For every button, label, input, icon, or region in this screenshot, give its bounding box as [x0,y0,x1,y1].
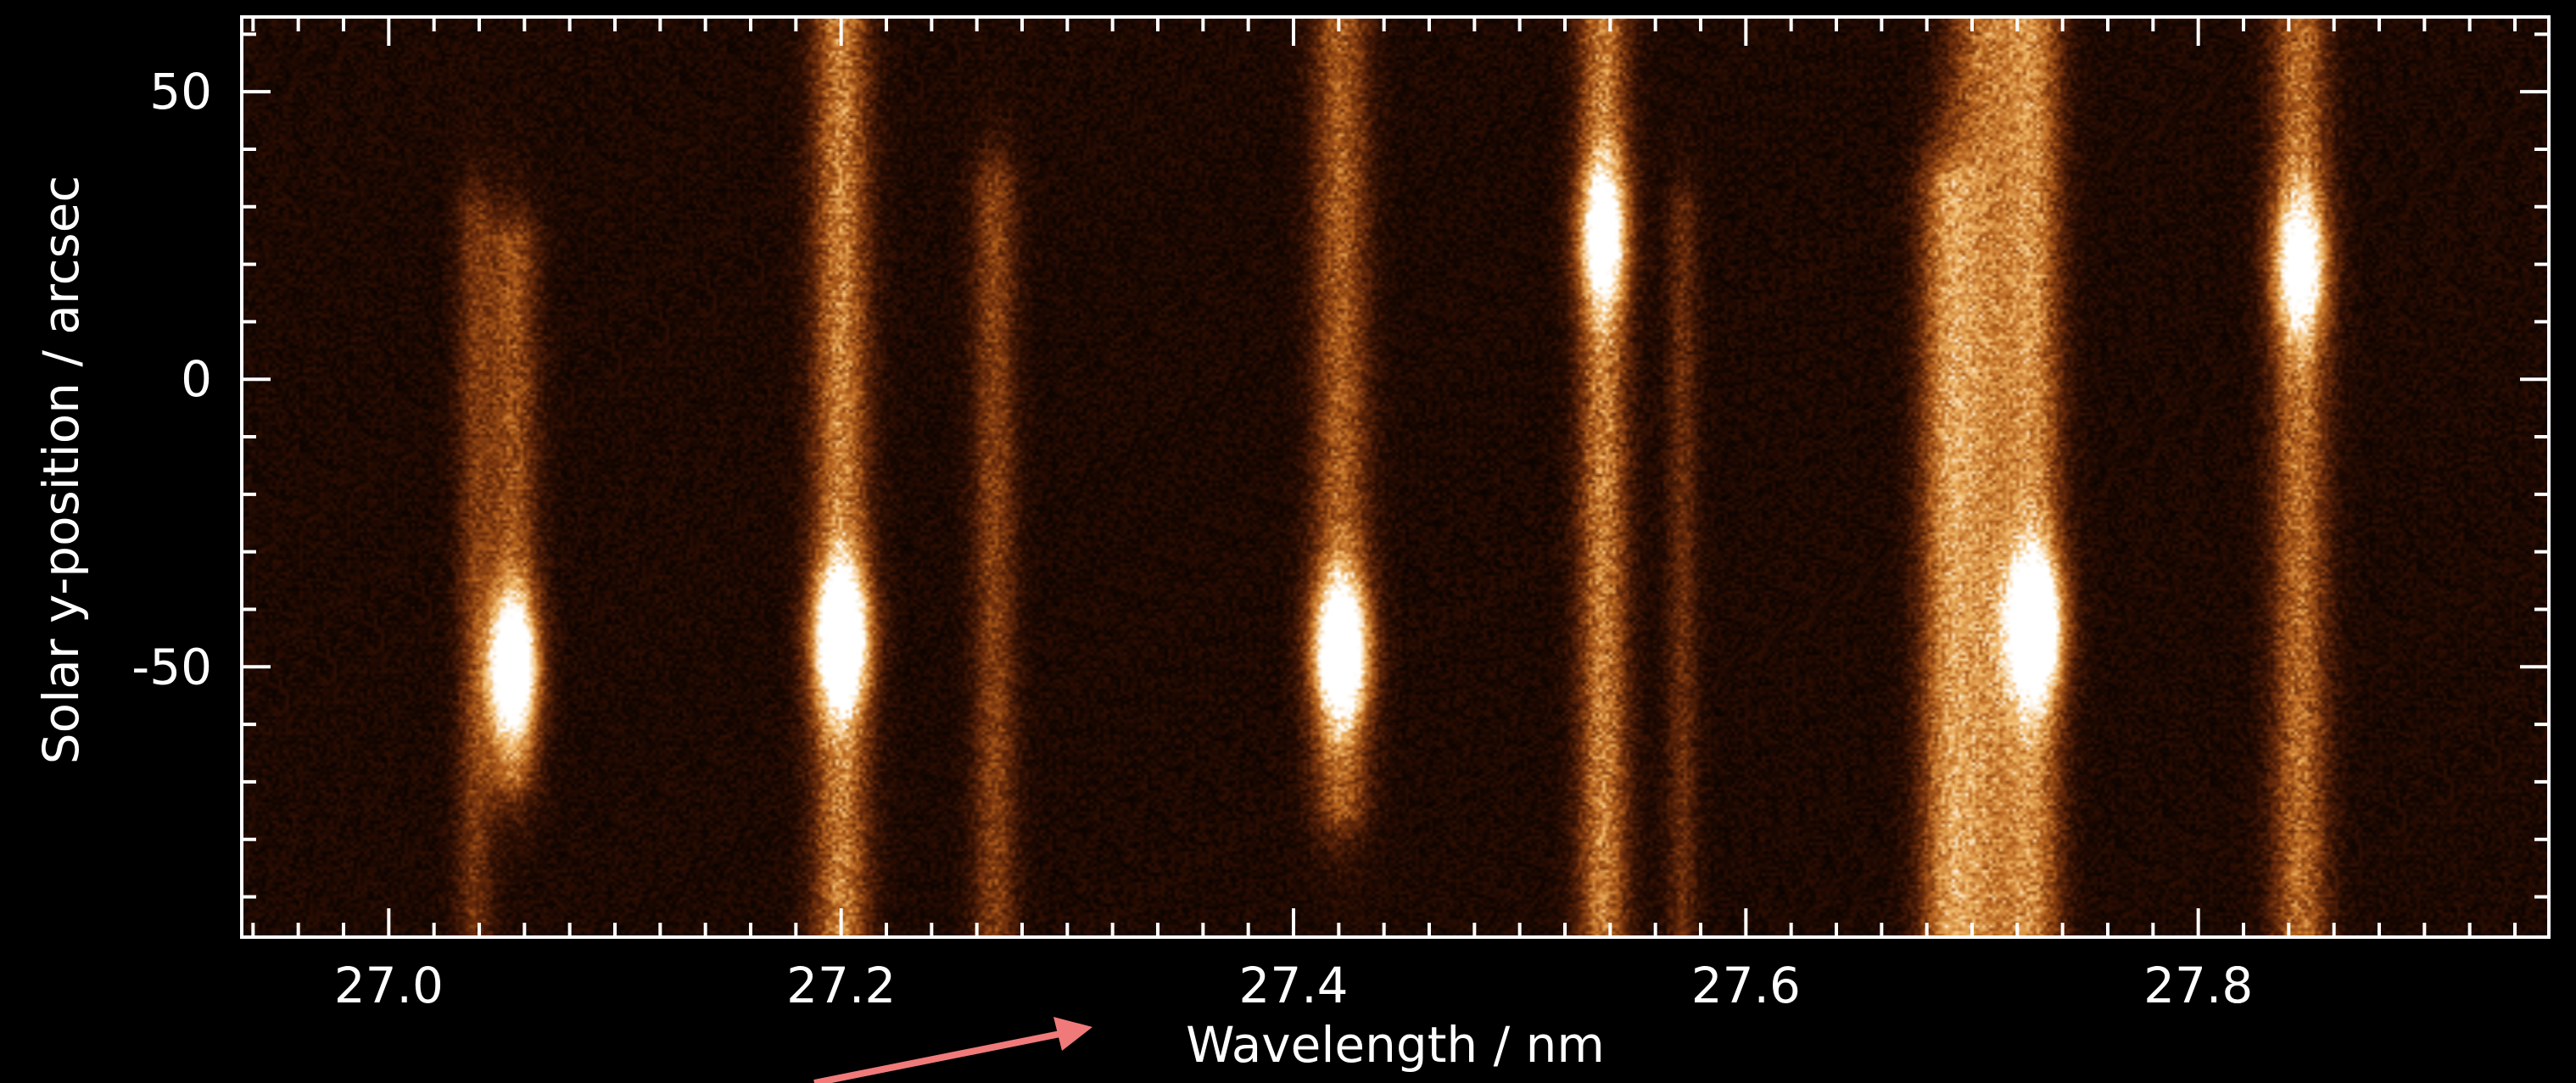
x-tick-label: 27.0 [334,957,444,1014]
y-tick-label: 50 [149,63,212,120]
y-tick-label: 0 [181,350,212,408]
plot-area [240,15,2551,939]
y-axis: 50 0 -50 [131,32,2549,899]
x-axis: 27.0 27.2 27.4 27.6 27.8 [251,17,2517,1014]
annotation-arrow-head [1053,1017,1092,1051]
x-tick-label: 27.4 [1238,957,1348,1014]
heatmap-image [242,17,2549,937]
annotation-arrow-line [813,1029,1070,1083]
x-tick-label: 27.6 [1691,957,1801,1014]
plot-frame [240,15,2551,939]
annotation-arrow [813,1017,1092,1083]
x-tick-label: 27.2 [786,957,896,1014]
x-tick-label: 27.8 [2143,957,2253,1014]
x-axis-label: Wavelength / nm [1186,1016,1605,1074]
y-axis-label: Solar y-position / arcsec [32,176,90,764]
y-tick-label: -50 [131,638,212,695]
